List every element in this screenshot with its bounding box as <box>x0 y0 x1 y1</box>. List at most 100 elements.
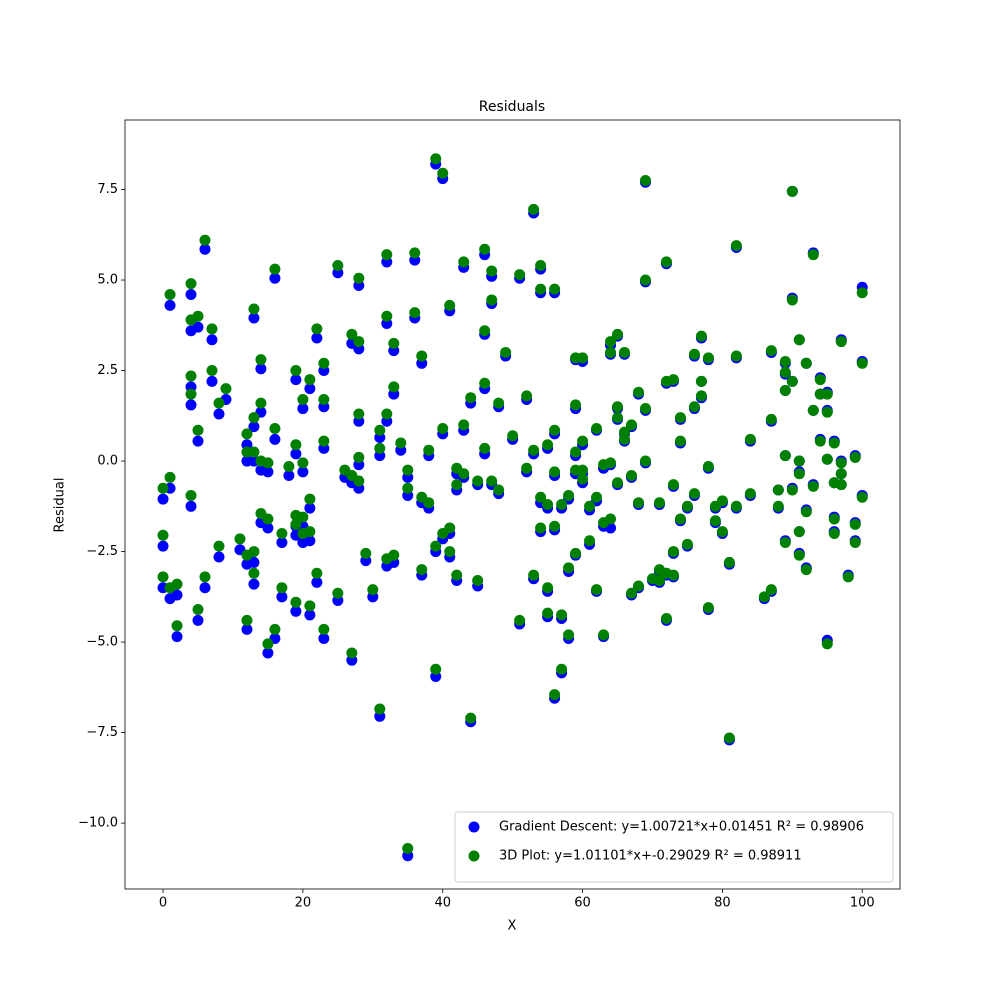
scatter-point <box>262 638 274 650</box>
scatter-point <box>612 328 624 340</box>
scatter-point <box>856 491 868 503</box>
scatter-point <box>206 375 218 387</box>
scatter-point <box>304 383 316 395</box>
scatter-point <box>563 562 575 574</box>
scatter-point <box>262 466 274 478</box>
scatter-point <box>570 446 582 458</box>
scatter-point <box>695 390 707 402</box>
scatter-point <box>318 623 330 635</box>
scatter-point <box>793 526 805 538</box>
scatter-point <box>332 587 344 599</box>
scatter-point <box>793 334 805 346</box>
scatter-point <box>807 249 819 261</box>
scatter-point <box>828 513 840 525</box>
scatter-point <box>269 263 281 275</box>
scatter-point <box>248 412 260 424</box>
scatter-point <box>821 453 833 465</box>
scatter-point <box>311 567 323 579</box>
scatter-point <box>549 424 561 436</box>
scatter-point <box>570 399 582 411</box>
scatter-point <box>486 265 498 277</box>
scatter-point <box>185 399 197 411</box>
scatter-point <box>381 249 393 261</box>
scatter-point <box>318 394 330 406</box>
scatter-point <box>192 424 204 436</box>
scatter-point <box>395 437 407 449</box>
scatter-point <box>192 603 204 615</box>
scatter-point <box>507 430 519 442</box>
scatter-point <box>206 365 218 377</box>
scatter-point <box>199 582 211 594</box>
scatter-point <box>479 325 491 337</box>
legend-label: 3D Plot: y=1.01101*x+-0.29029 R² = 0.989… <box>499 849 802 864</box>
x-tick-label: 60 <box>574 896 591 911</box>
scatter-point <box>702 460 714 472</box>
scatter-point <box>437 422 449 434</box>
y-tick-label: 7.5 <box>97 182 118 197</box>
scatter-point <box>605 336 617 348</box>
scatter-point <box>381 408 393 420</box>
scatter-point <box>213 540 225 552</box>
scatter-point <box>255 363 267 375</box>
scatter-point <box>304 374 316 386</box>
scatter-point <box>290 518 302 530</box>
scatter-point <box>556 609 568 621</box>
scatter-point <box>744 488 756 500</box>
y-tick-label: −7.5 <box>86 725 118 740</box>
scatter-point <box>591 491 603 503</box>
scatter-point <box>185 289 197 301</box>
scatter-point <box>772 484 784 496</box>
scatter-point <box>605 513 617 525</box>
scatter-point <box>164 471 176 483</box>
scatter-point <box>542 499 554 510</box>
scatter-point <box>290 365 302 377</box>
scatter-point <box>744 433 756 445</box>
scatter-point <box>528 569 540 581</box>
scatter-point <box>528 444 540 456</box>
scatter-point <box>248 312 260 324</box>
scatter-point <box>695 375 707 387</box>
scatter-point <box>779 366 791 378</box>
scatter-point <box>542 582 554 594</box>
scatter-point <box>192 435 204 447</box>
scatter-point <box>549 520 561 532</box>
scatter-point <box>856 357 868 369</box>
scatter-point <box>535 283 547 295</box>
scatter-point <box>549 689 561 701</box>
scatter-point <box>199 571 211 583</box>
scatter-point <box>304 609 316 621</box>
scatter-point <box>577 352 589 364</box>
scatter-point <box>262 457 274 469</box>
scatter-point <box>157 571 169 583</box>
scatter-point <box>430 153 442 165</box>
scatter-point <box>297 403 309 415</box>
scatter-point <box>262 522 274 534</box>
x-tick-label: 40 <box>434 896 451 911</box>
scatter-point <box>577 464 589 476</box>
scatter-point <box>255 354 267 366</box>
scatter-point <box>283 470 295 482</box>
scatter-point <box>388 337 400 349</box>
scatter-point <box>702 352 714 364</box>
scatter-point <box>367 584 379 596</box>
axes-frame <box>124 119 901 890</box>
scatter-point <box>626 587 638 599</box>
scatter-point <box>479 377 491 389</box>
scatter-point <box>779 537 791 549</box>
scatter-point <box>311 576 323 588</box>
scatter-point <box>716 526 728 538</box>
scatter-point <box>835 479 847 491</box>
scatter-point <box>332 260 344 272</box>
scatter-point <box>157 493 169 505</box>
scatter-point <box>723 556 735 568</box>
scatter-point <box>353 451 365 463</box>
scatter-point <box>730 350 742 362</box>
scatter-point <box>758 591 770 603</box>
scatter-point <box>688 488 700 500</box>
scatter-point <box>612 412 624 424</box>
scatter-point <box>793 455 805 467</box>
scatter-point <box>786 484 798 496</box>
scatter-point <box>772 500 784 512</box>
scatter-point <box>800 357 812 369</box>
scatter-point <box>213 397 225 409</box>
